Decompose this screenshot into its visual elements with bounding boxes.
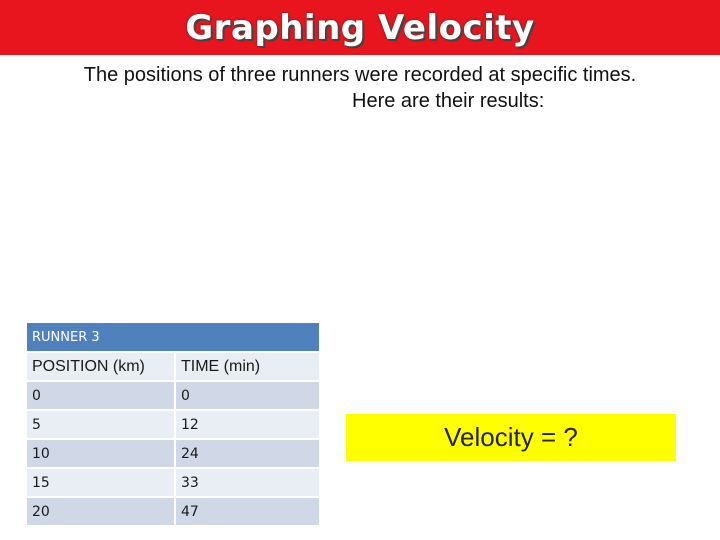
intro-line-2: Here are their results: [352, 90, 545, 112]
column-header-position: POSITION (km) [27, 352, 175, 382]
table-row: 15 33 [27, 468, 319, 498]
velocity-question-box: Velocity = ? [346, 414, 676, 461]
time-cell: 24 [174, 439, 319, 469]
runner-3-table: RUNNER 3 POSITION (km) TIME (min) 0 0 5 … [27, 323, 319, 527]
intro-line-1: The positions of three runners were reco… [83, 64, 637, 86]
table-title: RUNNER 3 [27, 323, 319, 353]
position-cell: 0 [27, 381, 175, 411]
intro-text: The positions of three runners were reco… [10, 62, 710, 114]
title-bar: Graphing Velocity [0, 0, 720, 55]
time-cell: 47 [174, 497, 319, 527]
column-header-time: TIME (min) [174, 352, 319, 382]
time-cell: 0 [174, 381, 319, 411]
velocity-question: Velocity = ? [444, 422, 578, 452]
position-cell: 15 [27, 468, 175, 498]
time-cell: 12 [174, 410, 319, 440]
slide-title: Graphing Velocity [185, 7, 535, 48]
table-row: 20 47 [27, 497, 319, 527]
table-row: 10 24 [27, 439, 319, 469]
table-row: 0 0 [27, 381, 319, 411]
table-title-row: RUNNER 3 [27, 323, 319, 353]
position-cell: 10 [27, 439, 175, 469]
time-cell: 33 [174, 468, 319, 498]
position-cell: 5 [27, 410, 175, 440]
column-header-row: POSITION (km) TIME (min) [27, 352, 319, 382]
table-row: 5 12 [27, 410, 319, 440]
position-cell: 20 [27, 497, 175, 527]
